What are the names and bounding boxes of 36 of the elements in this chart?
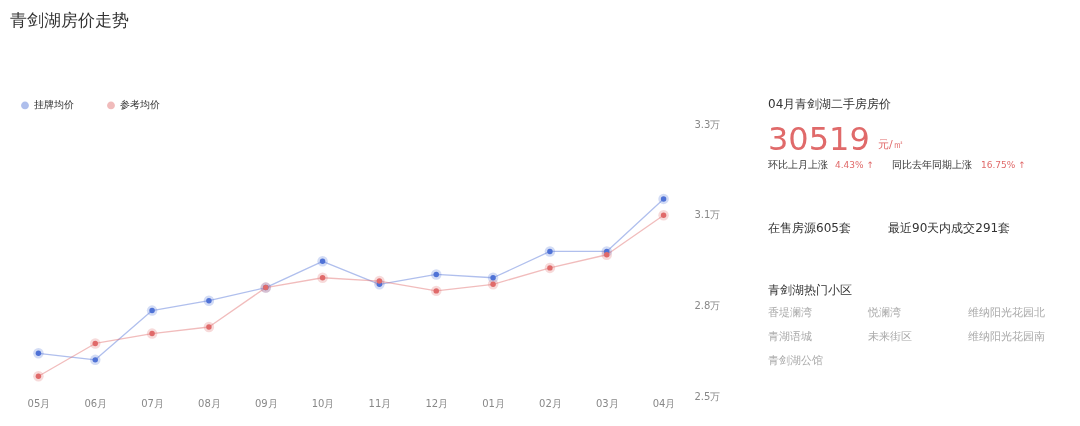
text: 元/㎡: [878, 138, 904, 151]
chart-title: 青剑湖房价走势: [10, 10, 129, 30]
text: 未来街区: [868, 330, 912, 343]
text: 30519: [768, 120, 870, 158]
x-tick-label: 08月: [198, 397, 221, 409]
legend-label: 参考均价: [120, 99, 160, 111]
x-tick-label: 10月: [311, 397, 335, 409]
text: 04月青剑湖二手房房价: [768, 97, 892, 111]
y-tick-label: 3.3万: [694, 118, 721, 130]
x-tick-label: 09月: [254, 397, 278, 409]
text: 维纳阳光花园北: [968, 306, 1045, 319]
x-tick-label: 02月: [539, 397, 562, 409]
y-tick-label: 3.1万: [694, 209, 721, 221]
x-tick-label: 12月: [425, 397, 449, 409]
text: 4.43% ↑: [835, 160, 874, 170]
x-tick-label: 07月: [141, 397, 164, 409]
text: 同比去年同期上涨: [892, 159, 972, 170]
text: 环比上月上涨: [768, 159, 828, 170]
text: 最近90天内成交291套: [888, 221, 1011, 235]
text: 悦澜湾: [867, 306, 901, 319]
text: 香堤澜湾: [768, 306, 812, 319]
x-tick-label: 06月: [84, 397, 108, 409]
x-tick-label: 03月: [595, 397, 619, 409]
text: 在售房源605套: [768, 221, 851, 235]
y-tick-label: 2.5万: [694, 390, 721, 402]
x-tick-label: 01月: [482, 397, 505, 409]
text: 青剑湖公馆: [768, 354, 823, 367]
x-tick-label: 11月: [368, 397, 392, 409]
text: 16.75% ↑: [981, 160, 1026, 170]
y-tick-label: 2.8万: [694, 299, 721, 311]
text: 青剑湖热门小区: [768, 283, 852, 297]
text: 青湖语城: [768, 330, 812, 343]
x-tick-label: 04月: [652, 397, 676, 409]
text: 维纳阳光花园南: [968, 330, 1045, 343]
x-tick-label: 05月: [27, 397, 51, 409]
legend-label: 挂牌均价: [34, 99, 74, 111]
